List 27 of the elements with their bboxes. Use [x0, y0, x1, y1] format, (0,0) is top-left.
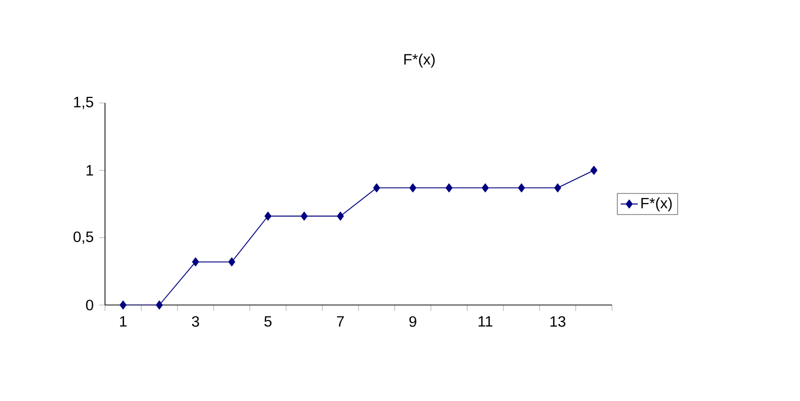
x-tick-label: 5 — [264, 316, 272, 327]
point — [373, 183, 380, 192]
point — [554, 183, 562, 192]
y-tick-label: 1 — [86, 165, 94, 176]
x-tick-label: 11 — [478, 316, 492, 327]
point — [518, 183, 525, 192]
y-tick-label: 0 — [86, 300, 94, 310]
x-tick-label: 7 — [336, 316, 344, 327]
point — [409, 183, 416, 192]
point — [300, 212, 308, 221]
point — [120, 300, 127, 310]
point — [264, 212, 272, 221]
point — [446, 183, 452, 192]
x-tick-label: 1 — [120, 316, 127, 327]
point — [156, 300, 163, 310]
point — [228, 257, 236, 266]
point — [192, 257, 199, 266]
y-tick-label: 0,5 — [74, 231, 94, 244]
legend-label: F*(x) — [641, 197, 672, 212]
y-tick-label: 1,5 — [74, 96, 94, 110]
chart-title: F*(x) — [404, 54, 435, 68]
x-tick-label: 13 — [550, 316, 566, 327]
point — [336, 212, 344, 221]
point — [482, 183, 489, 192]
point — [590, 166, 598, 175]
x-tick-label: 9 — [409, 316, 416, 327]
x-tick-label: 3 — [192, 316, 200, 327]
